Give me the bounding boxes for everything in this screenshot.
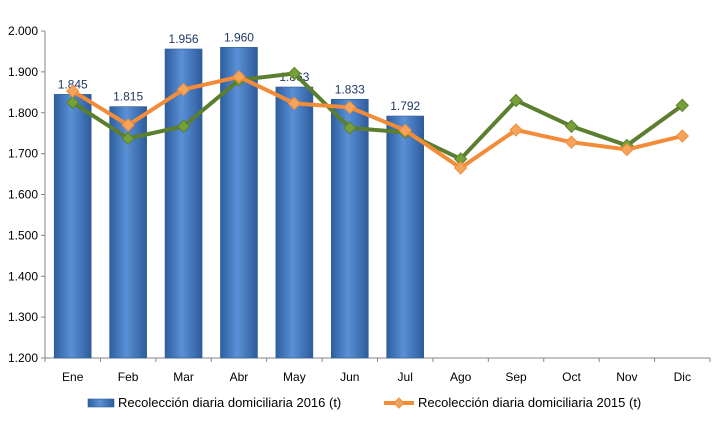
x-tick-label: Feb: [118, 370, 139, 384]
legend-swatch-bar: [87, 398, 115, 408]
bar-data-label: 1.815: [113, 90, 143, 104]
y-tick-label: 1.300: [8, 310, 38, 324]
line-point: [564, 135, 579, 149]
line-point: [121, 131, 135, 146]
bar-data-label: 1.956: [169, 32, 199, 46]
x-tick-label: Ene: [62, 370, 84, 384]
line-point: [398, 123, 412, 138]
bar: [164, 48, 203, 359]
line-point: [121, 118, 135, 132]
legend-label: Recolección diaria domiciliaria 2016 (t): [118, 395, 341, 410]
bar-data-label: 1.845: [58, 77, 88, 91]
y-tick-label: 1.900: [8, 65, 38, 79]
y-tick-label: 1.700: [8, 147, 38, 161]
x-tick-label: Jun: [340, 370, 359, 384]
line-point: [66, 95, 80, 110]
line-point: [287, 66, 302, 81]
bar-data-label: 1.833: [335, 82, 365, 96]
y-tick-label: 2.000: [8, 24, 38, 38]
line-point: [176, 119, 191, 133]
bar: [330, 98, 369, 359]
x-tick-label: Sep: [505, 370, 527, 384]
line-point: [343, 121, 357, 135]
x-tick-label: Nov: [616, 370, 637, 384]
x-tick-label: Oct: [562, 370, 581, 384]
bar: [220, 47, 258, 359]
x-tick-label: Dic: [674, 370, 691, 384]
line-point: [675, 129, 689, 143]
legend-marker: [393, 397, 405, 409]
x-tick-label: Abr: [230, 370, 249, 384]
bar: [275, 86, 314, 359]
line-point: [287, 96, 302, 111]
line-point: [509, 123, 523, 137]
line-point: [66, 84, 80, 98]
x-tick-label: Mar: [173, 370, 194, 384]
x-tick-label: Jul: [398, 370, 413, 384]
bar: [53, 94, 92, 359]
bar-data-label: 1.792: [390, 99, 420, 113]
x-tick-label: Ago: [450, 370, 472, 384]
x-tick-label: May: [283, 370, 306, 384]
y-tick-label: 1.600: [8, 188, 38, 202]
series-line: [70, 74, 685, 170]
legend-label: Recolección diaria domiciliaria 2015 (t): [418, 395, 641, 410]
line-point: [564, 119, 579, 133]
line-point: [343, 100, 357, 115]
bar: [109, 106, 147, 359]
line-point: [675, 98, 689, 113]
y-tick-label: 1.200: [8, 351, 38, 365]
plot-area: 1.200 1.300 1.400 1.500 1.600 1.700 1.800 1.900…: [8, 24, 711, 384]
line-point: [232, 70, 246, 84]
line-point: [453, 161, 468, 175]
line-point: [176, 82, 191, 97]
bar: [386, 115, 425, 359]
line-point: [620, 142, 634, 157]
legend: Recolección diaria domiciliaria 2016 (t)…: [87, 395, 641, 410]
y-tick-label: 1.500: [8, 228, 38, 242]
series-line: [70, 71, 685, 161]
bar-data-label: 1.960: [224, 30, 254, 44]
y-tick-label: 1.800: [8, 106, 38, 120]
y-tick-label: 1.400: [8, 269, 38, 283]
line-point: [509, 93, 523, 108]
